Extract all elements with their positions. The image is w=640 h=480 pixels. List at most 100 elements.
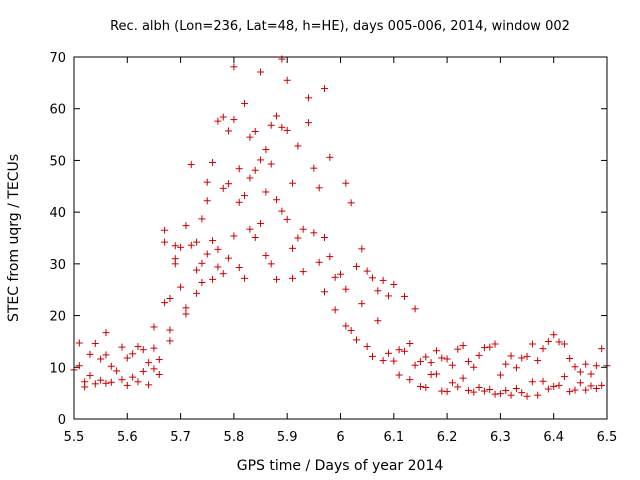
data-point — [262, 252, 270, 260]
data-point — [566, 388, 574, 396]
data-point — [166, 326, 174, 334]
axis-ticks: 5.5 5.6 5.7 5.8 5.9 6 6.1 6.2 6.3 6.4 6.5 0 10 20 30 40… — [49, 51, 617, 445]
data-point — [321, 288, 329, 296]
data-point — [75, 339, 83, 347]
data-point — [310, 164, 318, 172]
data-point — [267, 121, 275, 129]
data-point — [507, 391, 515, 399]
data-point — [193, 289, 201, 297]
data-point — [352, 262, 360, 270]
data-point — [518, 354, 526, 362]
data-point — [150, 344, 158, 352]
data-point — [150, 323, 158, 331]
data-point — [203, 250, 211, 258]
data-point — [438, 354, 446, 362]
data-point — [454, 345, 462, 353]
data-point — [113, 367, 121, 375]
data-point — [182, 310, 190, 318]
data-point — [598, 345, 606, 353]
data-point — [283, 76, 291, 84]
data-point — [427, 371, 435, 379]
data-point — [97, 355, 105, 363]
data-point — [576, 379, 584, 387]
data-point — [555, 338, 563, 346]
data-point — [214, 263, 222, 271]
data-point — [161, 238, 169, 246]
data-point — [203, 178, 211, 186]
data-point — [139, 346, 147, 354]
data-point — [555, 381, 563, 389]
data-point — [321, 85, 329, 93]
data-point — [102, 351, 110, 359]
data-point — [166, 337, 174, 345]
data-point — [512, 364, 520, 372]
x-tick-label: 6.3 — [490, 430, 511, 445]
data-point — [523, 392, 531, 400]
data-point — [129, 373, 137, 381]
y-axis-label: STEC from uqrg / TECUs — [6, 154, 22, 322]
data-point — [422, 383, 430, 391]
data-point — [560, 340, 568, 348]
data-point — [187, 161, 195, 169]
data-point — [406, 339, 414, 347]
data-point — [123, 381, 131, 389]
data-point — [123, 354, 131, 362]
data-point — [273, 275, 281, 283]
y-tick-label: 70 — [49, 51, 66, 66]
data-point — [432, 347, 440, 355]
data-point — [347, 199, 355, 207]
data-point — [219, 184, 227, 192]
x-tick-label: 5.6 — [117, 430, 138, 445]
data-point — [528, 340, 536, 348]
data-point — [134, 343, 142, 351]
data-point — [459, 374, 467, 382]
data-point — [145, 381, 153, 389]
data-point — [91, 339, 99, 347]
data-point — [102, 379, 110, 387]
x-axis-label: GPS time / Days of year 2014 — [237, 458, 444, 474]
data-point — [139, 367, 147, 375]
data-point — [321, 233, 329, 241]
data-point — [235, 263, 243, 271]
data-point — [150, 365, 158, 373]
data-point — [161, 299, 169, 307]
data-point — [486, 386, 494, 394]
data-point — [539, 345, 547, 353]
data-point — [214, 117, 222, 125]
y-tick-label: 30 — [49, 258, 66, 273]
data-point — [86, 350, 94, 358]
data-point — [251, 127, 259, 135]
data-point — [427, 359, 435, 367]
data-point — [326, 153, 334, 161]
data-point — [422, 353, 430, 361]
data-point — [395, 346, 403, 354]
data-point — [315, 258, 323, 266]
data-point — [368, 274, 376, 282]
data-point — [560, 373, 568, 381]
data-point — [443, 355, 451, 363]
data-point — [571, 363, 579, 371]
data-point — [198, 259, 206, 267]
data-point — [209, 158, 217, 166]
data-point — [342, 322, 350, 330]
data-point — [171, 242, 179, 250]
data-point — [486, 343, 494, 351]
data-point — [587, 382, 595, 390]
x-tick-label: 6.1 — [383, 430, 404, 445]
data-point — [289, 179, 297, 187]
data-point — [459, 342, 467, 350]
data-point — [305, 94, 313, 102]
data-point — [342, 179, 350, 187]
data-point — [571, 386, 579, 394]
data-point — [363, 267, 371, 275]
data-point — [289, 244, 297, 252]
data-point — [374, 317, 382, 325]
data-point — [91, 380, 99, 388]
data-point — [246, 133, 254, 141]
data-point — [337, 270, 344, 278]
x-tick-label: 6 — [336, 430, 344, 445]
x-tick-label: 5.9 — [277, 430, 298, 445]
data-point — [251, 233, 259, 241]
data-point — [299, 225, 307, 233]
